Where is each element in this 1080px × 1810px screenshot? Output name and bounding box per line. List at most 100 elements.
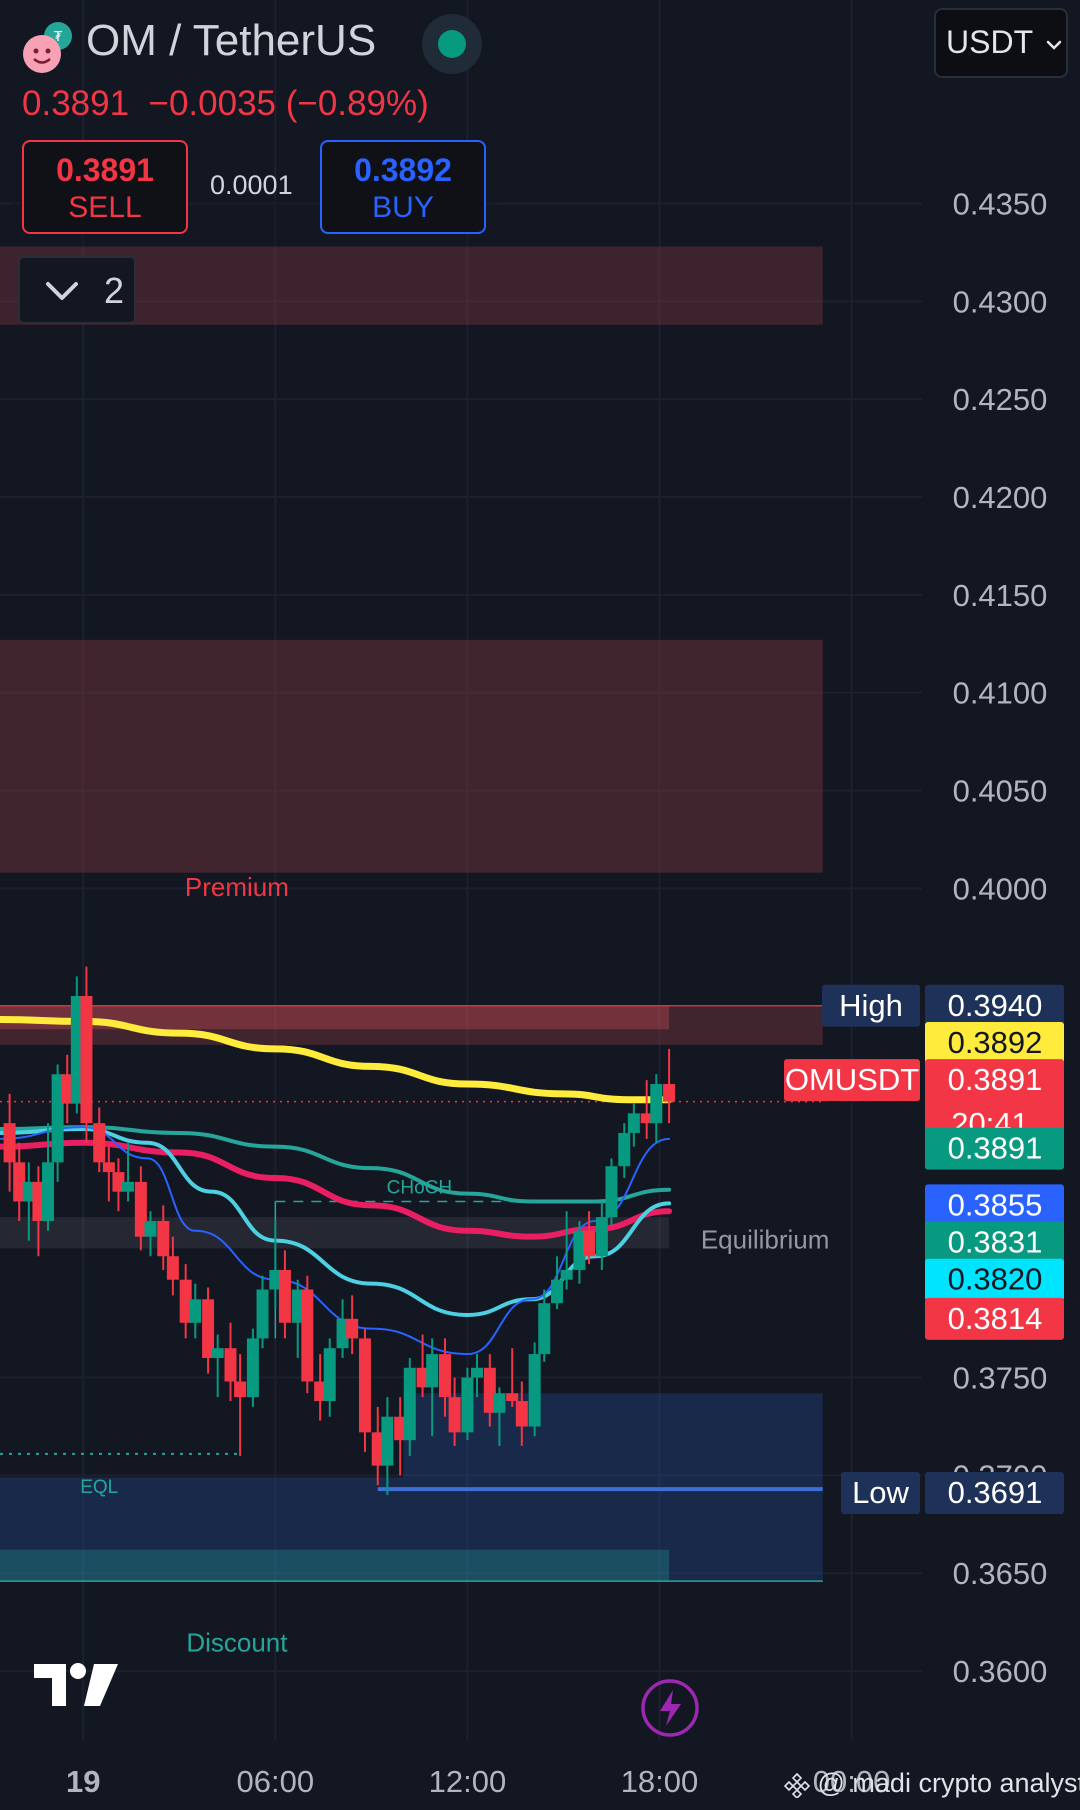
candle (403, 1367, 416, 1441)
price-label-box (925, 984, 1064, 1027)
moving-averages (0, 1015, 673, 1356)
currency-select[interactable]: USDT (934, 8, 1068, 78)
price-label-box (925, 1127, 1064, 1170)
candle (595, 1217, 608, 1257)
candle (627, 1113, 640, 1133)
x-axis: 19 06:00 12:00 18:00 00:00 (66, 1764, 890, 1799)
candle (528, 1354, 541, 1427)
candles (3, 966, 676, 1495)
price-label-box (925, 1059, 1064, 1146)
annotation-label: EQL (80, 1477, 118, 1498)
y-tick-label: 0.3600 (953, 1654, 1048, 1689)
candle (246, 1338, 259, 1398)
candle (640, 1113, 653, 1124)
candle (3, 1123, 16, 1163)
watermark-text: @ madi crypto analyst (817, 1768, 1080, 1798)
market-status-icon (422, 14, 482, 74)
price-label-box (925, 1184, 1064, 1227)
candle (605, 1166, 618, 1218)
zone-box (0, 639, 823, 873)
candle (506, 1393, 519, 1402)
y-tick-label: 0.4100 (953, 676, 1048, 711)
indicator-count: 2 (104, 270, 125, 311)
price-label-value: 0.3814 (948, 1301, 1043, 1336)
candle (166, 1256, 179, 1280)
price-label-box (925, 1021, 1064, 1064)
candle (336, 1318, 349, 1349)
candle (278, 1269, 291, 1323)
candle (269, 1269, 282, 1290)
symbol-title[interactable]: OM / TetherUS (86, 16, 377, 65)
zones (0, 200, 823, 1582)
x-tick-label: 06:00 (237, 1764, 315, 1799)
candle (358, 1338, 371, 1433)
candle (515, 1401, 528, 1427)
candle (122, 1181, 135, 1192)
price-label-name-box (841, 1472, 920, 1515)
zone-box (0, 1549, 670, 1582)
x-tick-label: 18:00 (621, 1764, 699, 1799)
y-tick-label: 0.4300 (953, 284, 1048, 319)
price-label-name-box (822, 984, 920, 1027)
annotation-label: Equilibrium (701, 1224, 830, 1254)
buy-button[interactable]: 0.3892 BUY (320, 140, 486, 234)
candle (583, 1230, 596, 1257)
price-label-box (925, 1221, 1064, 1264)
candle (560, 1269, 573, 1280)
candle (448, 1397, 461, 1433)
last-price: 0.3891 (22, 84, 130, 123)
price-label-name-box (784, 1059, 920, 1102)
y-tick-label: 0.4050 (953, 774, 1048, 809)
x-tick-label: 12:00 (429, 1764, 507, 1799)
price-label-name: Low (852, 1475, 909, 1510)
candle (650, 1084, 663, 1124)
y-axis: 0.4350 0.4300 0.4250 0.4200 0.4150 0.4100 0.40… (953, 186, 1048, 1689)
y-tick-label: 0.4200 (953, 480, 1048, 515)
candle (202, 1299, 215, 1358)
candle (538, 1303, 551, 1355)
candle (179, 1279, 192, 1323)
candle (394, 1416, 407, 1441)
candle (234, 1381, 247, 1398)
chevron-down-icon (46, 282, 78, 300)
price-change-percent: (−0.89%) (285, 84, 429, 123)
candle (426, 1354, 439, 1388)
price-change-line: 0.3891 −0.0035 (−0.89%) (22, 84, 429, 124)
binance-icon (783, 1772, 811, 1800)
candle (301, 1289, 314, 1382)
y-tick-label: 0.4000 (953, 871, 1048, 906)
price-label-value: 0.3820 (948, 1262, 1043, 1297)
candle (42, 1162, 55, 1222)
candle (618, 1132, 631, 1167)
candle (157, 1221, 170, 1257)
price-label-box (925, 1297, 1064, 1340)
watermark: @ madi crypto analyst (783, 1768, 1080, 1800)
candle (483, 1367, 496, 1413)
zone-box (0, 246, 823, 325)
x-tick-label: 19 (66, 1764, 100, 1799)
chevron-down-icon (1047, 40, 1062, 50)
sell-button[interactable]: 0.3891 SELL (22, 140, 188, 234)
candle (346, 1318, 359, 1339)
candle (551, 1279, 564, 1304)
price-label-value: 0.3940 (948, 988, 1043, 1023)
candle (416, 1367, 429, 1388)
price-label-value: 0.3891 (948, 1062, 1043, 1097)
candle (323, 1348, 336, 1402)
spread-value: 0.0001 (210, 170, 293, 200)
price-change: −0.0035 (148, 84, 277, 123)
indicators-toggle[interactable]: 2 (18, 256, 136, 324)
candle (314, 1381, 327, 1402)
lightning-icon[interactable] (640, 1678, 700, 1738)
price-label-value: 0.3892 (948, 1025, 1043, 1060)
candle (663, 1084, 676, 1102)
currency-value: USDT (946, 24, 1033, 60)
moving-average-line (0, 1125, 672, 1204)
om-logo-icon: ₮ (23, 22, 72, 73)
price-label-value: 0.3691 (948, 1475, 1043, 1510)
candle (471, 1367, 484, 1378)
candle (134, 1181, 147, 1237)
candle (70, 995, 83, 1104)
price-label-box (925, 1258, 1064, 1301)
